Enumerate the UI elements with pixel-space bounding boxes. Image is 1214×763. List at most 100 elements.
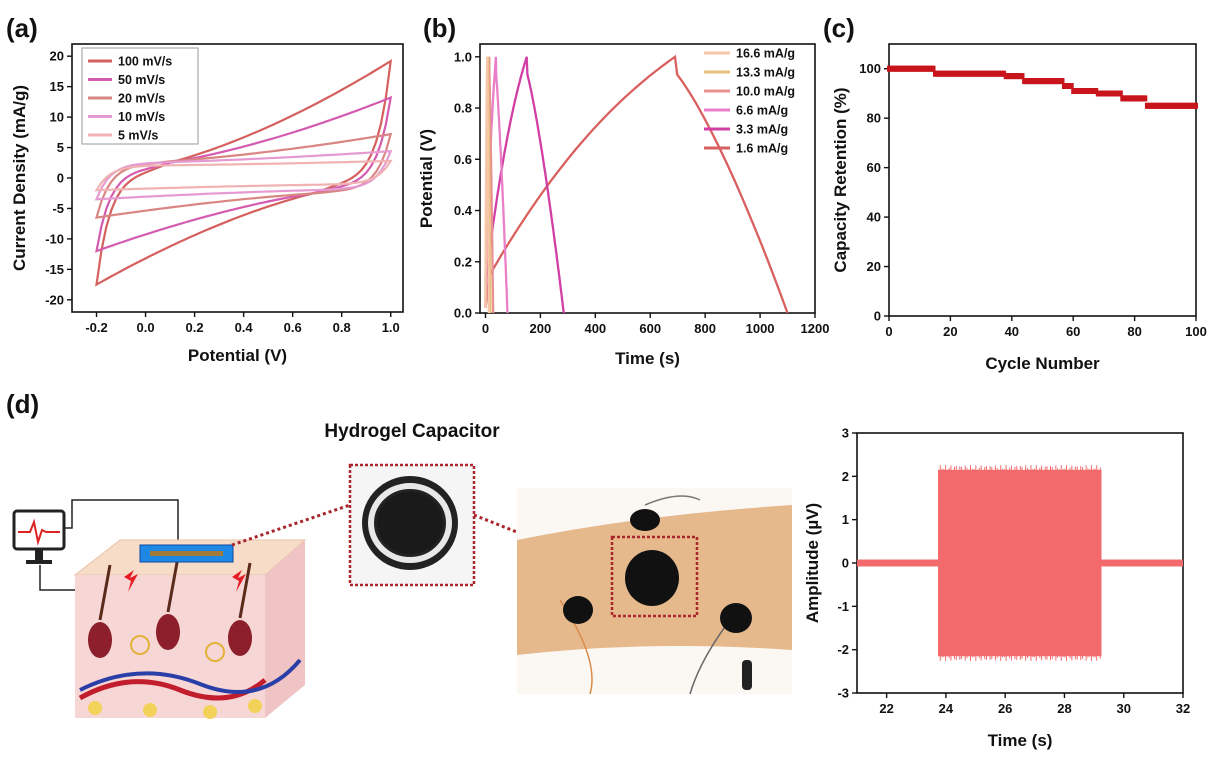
lead-wire [644,495,701,506]
legend-label-b-0: 16.6 mA/g [736,47,795,61]
x-tick-label-d: 24 [939,701,954,716]
hair-shaft [238,562,252,619]
y-tick-label-a: 10 [50,110,64,125]
cv-curve-2 [94,132,393,219]
x-tick-label-c: 20 [943,324,957,339]
monitor-waveform [18,518,60,546]
y-tick-label-d: 2 [842,469,849,484]
cv-curve-1 [95,95,393,253]
cv-curve-3 [94,149,393,201]
y-tick-label-c: 80 [867,111,881,126]
legend-label-a-2: 20 mV/s [118,92,165,106]
plot-frame-c [888,43,1197,317]
y-tick-label-a: -5 [52,201,64,216]
monitor-stand [35,550,43,560]
x-tick-label-a: 0.2 [186,320,204,335]
fat-cell [203,705,217,719]
panel-label-b: (b) [423,13,456,43]
legend-label-b-4: 3.3 mA/g [736,123,788,137]
retention-point [1060,78,1065,85]
monitor-base [26,560,52,564]
x-tick-label-c: 40 [1005,324,1019,339]
y-tick-label-b: 0.2 [454,254,472,269]
x-axis-title-a: Potential (V) [188,346,287,365]
panel-label-a: (a) [6,13,38,43]
panel-label-d: (d) [6,389,39,419]
legend-label-a-3: 10 mV/s [118,110,165,124]
legend-label-b-3: 6.6 mA/g [736,104,788,118]
x-tick-label-d: 30 [1116,701,1130,716]
legend-label-b-5: 1.6 mA/g [736,142,788,156]
cv-curve-4 [94,159,393,192]
monitor-icon [12,509,66,551]
legend-box-a [81,47,199,145]
hair-shaft [98,564,112,621]
x-tick-label-b: 600 [639,321,661,336]
x-tick-label-c: 60 [1066,324,1080,339]
hair-follicle [228,620,252,656]
y-tick-label-a: 20 [50,49,64,64]
x-tick-label-b: 800 [694,321,716,336]
y-tick-label-d: -2 [837,642,849,657]
y-tick-label-a: -10 [45,231,64,246]
x-tick-label-b: 200 [530,321,552,336]
hair-follicle [156,614,180,650]
fat-cell [88,701,102,715]
x-tick-label-a: -0.2 [85,320,107,335]
x-tick-label-d: 28 [1057,701,1071,716]
x-tick-label-d: 32 [1176,701,1190,716]
zoom-connector-left [231,503,351,547]
legend-label-a-1: 50 mV/s [118,73,165,87]
x-tick-label-a: 0.6 [284,320,302,335]
panel-label-c: (c) [823,13,855,43]
fat-cell [143,703,157,717]
retention-point [1020,73,1025,80]
retention-point [1069,83,1074,89]
y-tick-label-a: 5 [57,140,64,155]
fat-cell [248,699,262,713]
y-tick-label-a: 0 [57,171,64,186]
y-tick-label-b: 1.0 [454,49,472,64]
y-axis-title-b: Potential (V) [417,129,436,228]
arm-highlight-box [610,535,699,618]
gcd-curve-4 [484,56,565,313]
hair-shaft [166,556,180,613]
y-tick-label-c: 20 [867,259,881,274]
y-tick-label-b: 0.4 [454,203,473,218]
y-tick-label-c: 100 [859,61,881,76]
y-tick-label-d: 0 [842,556,849,571]
x-tick-label-c: 80 [1127,324,1141,339]
y-tick-label-a: -20 [45,292,64,307]
legend-label-a-0: 100 mV/s [118,55,172,69]
illustration-title: Hydrogel Capacitor [324,421,500,442]
sweat-gland [130,635,150,655]
connector-clip [742,660,752,690]
x-tick-label-b: 1000 [746,321,775,336]
retention-point [1143,95,1148,102]
x-axis-title-c: Cycle Number [985,354,1100,373]
y-tick-label-a: 15 [50,79,64,94]
y-tick-label-b: 0.6 [454,152,472,167]
x-tick-label-b: 0 [482,321,489,336]
y-tick-label-d: -1 [837,599,849,614]
sweat-gland [205,642,225,662]
retention-point [1118,90,1123,97]
x-tick-label-a: 0.8 [333,320,351,335]
x-tick-label-d: 26 [998,701,1012,716]
y-tick-label-a: -15 [45,262,64,277]
y-tick-label-c: 40 [867,210,881,225]
x-tick-label-c: 100 [1185,324,1207,339]
x-tick-label-a: 0.0 [137,320,155,335]
y-tick-label-b: 0.0 [454,306,472,321]
baseline-noise-right [1101,559,1183,567]
skin-side-face [265,540,305,718]
signal-bolt-icon [232,570,246,592]
x-axis-title-d: Time (s) [988,731,1053,750]
y-tick-label-d: -3 [837,686,849,701]
y-axis-title-c: Capacity Retention (%) [831,87,850,272]
retention-point [1194,102,1198,109]
capacitor-photo-core [377,492,443,554]
gcd-curve-0 [484,56,490,313]
y-axis-title-d: Amplitude (µV) [803,503,822,623]
